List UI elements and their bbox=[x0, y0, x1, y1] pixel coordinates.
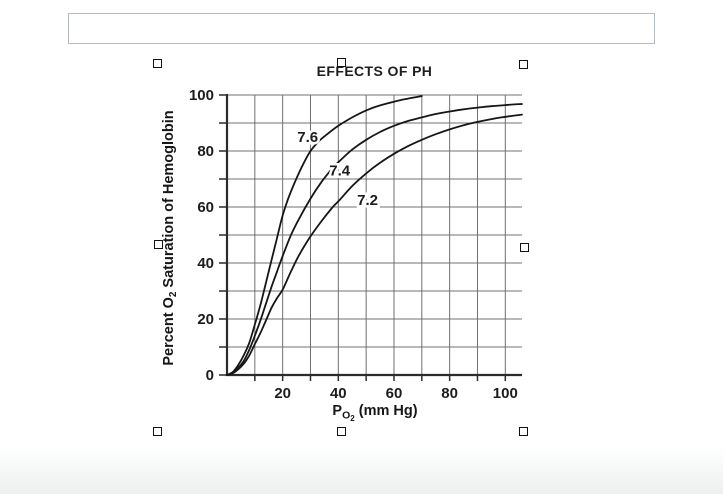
y-tick-label: 100 bbox=[189, 87, 214, 104]
x-axis-label: PO2 (mm Hg) bbox=[332, 403, 417, 423]
selection-handle-middle-right[interactable] bbox=[520, 243, 529, 252]
x-axis-label-sub-o: O bbox=[342, 409, 351, 422]
curve-7.4 bbox=[226, 103, 523, 376]
x-tick-label: 20 bbox=[274, 385, 291, 402]
y-axis-label-subscript: 2 bbox=[168, 291, 179, 298]
y-tick-label: 20 bbox=[197, 311, 214, 328]
x-axis-label-p: P bbox=[332, 403, 343, 419]
curve-label-7.4: 7.4 bbox=[329, 163, 351, 180]
y-axis-label: Percent O2 Saturation of Hemoglobin bbox=[161, 110, 179, 365]
selection-handle-top-right[interactable] bbox=[519, 60, 528, 69]
y-tick-label: 0 bbox=[206, 367, 214, 384]
y-tick-label: 80 bbox=[197, 143, 214, 160]
x-axis-label-units: (mm Hg) bbox=[354, 403, 418, 419]
y-tick-label: 40 bbox=[197, 255, 214, 272]
x-tick-label: 100 bbox=[493, 385, 518, 402]
selection-handle-top-left[interactable] bbox=[153, 59, 162, 68]
caption-text-box[interactable] bbox=[68, 13, 655, 44]
curve-label-7.2: 7.2 bbox=[357, 192, 378, 209]
x-tick-label: 80 bbox=[441, 385, 458, 402]
curve-7.6 bbox=[226, 95, 423, 376]
y-axis-label-text: Percent O bbox=[161, 297, 177, 366]
y-tick-label: 60 bbox=[197, 199, 214, 216]
selection-handle-bottom-left[interactable] bbox=[153, 427, 162, 436]
curve-7.2 bbox=[226, 113, 523, 376]
chart-title: EFFECTS OF PH bbox=[316, 63, 433, 79]
x-tick-label: 60 bbox=[386, 385, 403, 402]
selection-handle-bottom-right[interactable] bbox=[519, 427, 528, 436]
x-tick-label: 40 bbox=[330, 385, 347, 402]
selection-handle-middle-left[interactable] bbox=[154, 240, 163, 249]
y-axis-label-text-rest: Saturation of Hemoglobin bbox=[161, 110, 177, 292]
selection-handle-top-center[interactable] bbox=[337, 58, 346, 67]
selection-handle-bottom-center[interactable] bbox=[337, 427, 346, 436]
curve-label-7.6: 7.6 bbox=[297, 129, 318, 146]
x-axis-label-sub-2: 2 bbox=[350, 414, 355, 423]
